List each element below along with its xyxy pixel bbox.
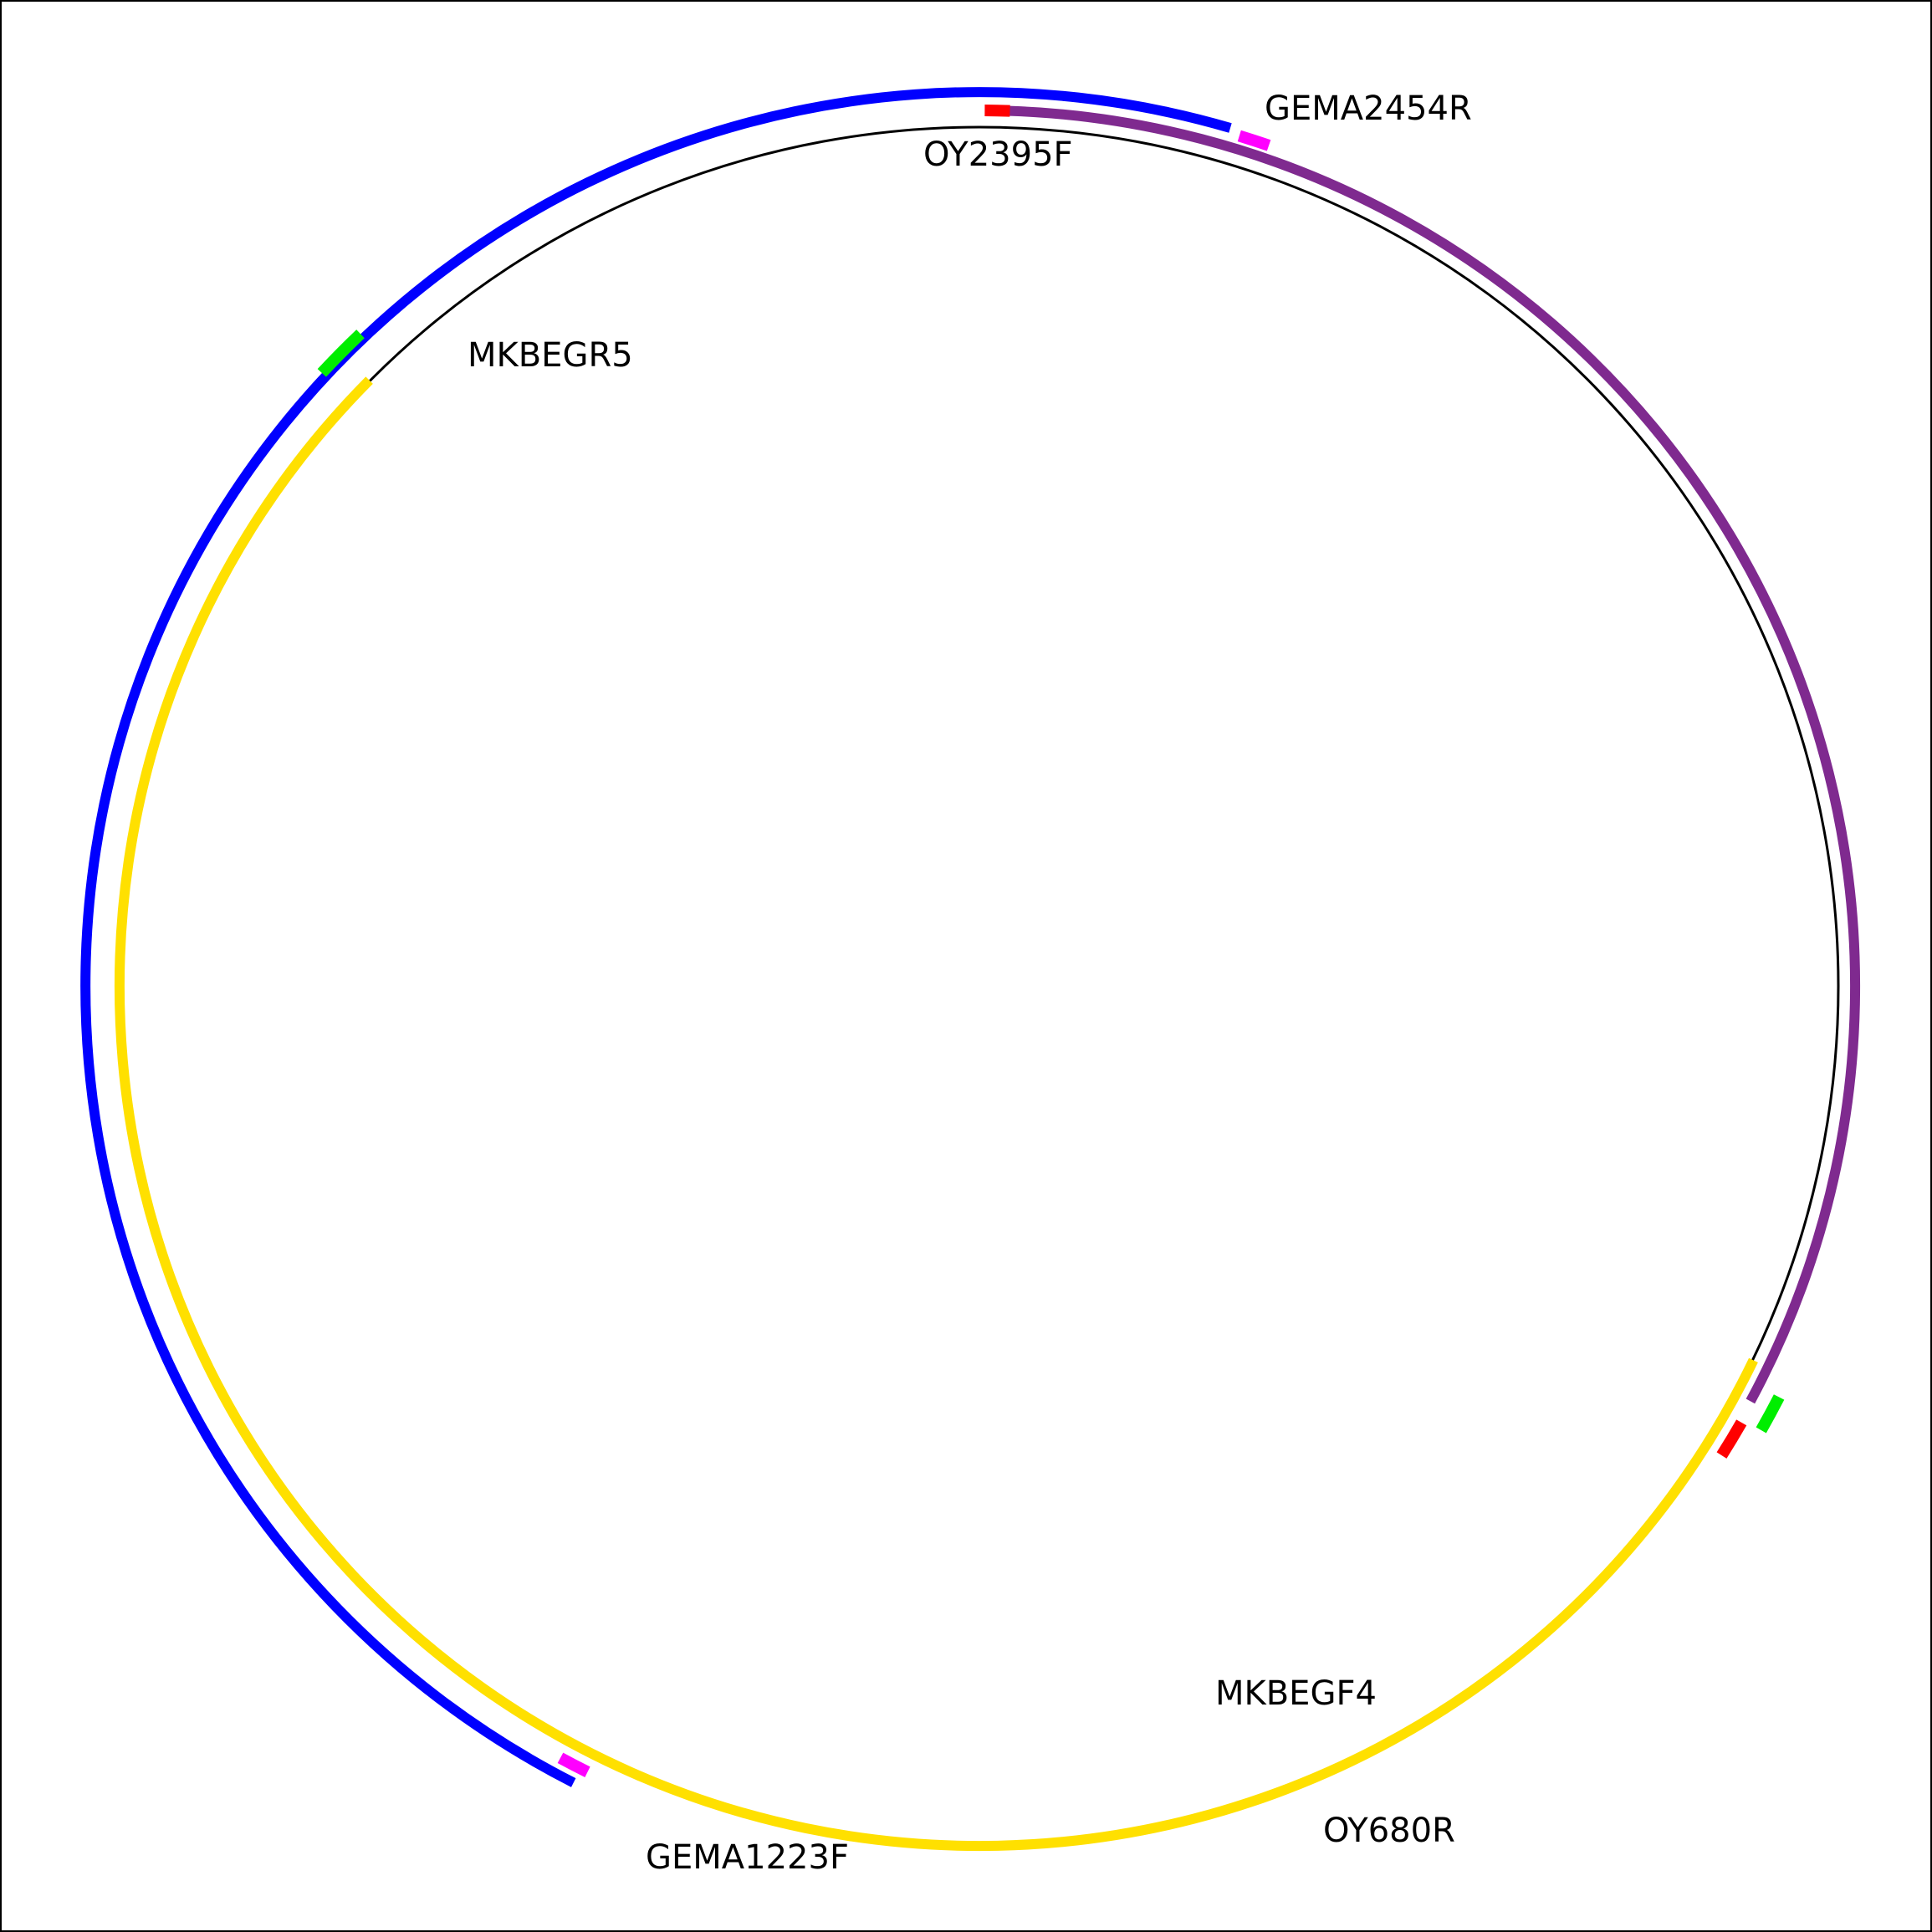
primer-label-gema1223f: GEMA1223F	[646, 1838, 849, 1877]
primer-mark-oy680r	[1716, 1419, 1747, 1459]
primer-mark-gema2454r	[1237, 130, 1271, 151]
primer-label-oy680r: OY680R	[1323, 1812, 1455, 1850]
blue-product-arc	[80, 87, 1232, 1787]
primer-label-gema2454r: GEMA2454R	[1265, 89, 1472, 128]
primer-mark-mkbegr5	[317, 330, 365, 377]
primer-label-mkbegr5: MKBEGR5	[468, 336, 633, 375]
purple-product-arc	[1006, 105, 1861, 1404]
primer-mark-mkbegf4	[1756, 1394, 1785, 1434]
primer-mark-oy2395f	[984, 105, 1010, 117]
primer-label-mkbegf4: MKBEGF4	[1215, 1674, 1377, 1713]
primer-mark-gema1223f	[557, 1752, 590, 1777]
backbone-circle	[119, 125, 1840, 1847]
primer-label-oy2395f: OY2395F	[923, 135, 1073, 174]
yellow-product-arc	[114, 376, 1758, 1852]
